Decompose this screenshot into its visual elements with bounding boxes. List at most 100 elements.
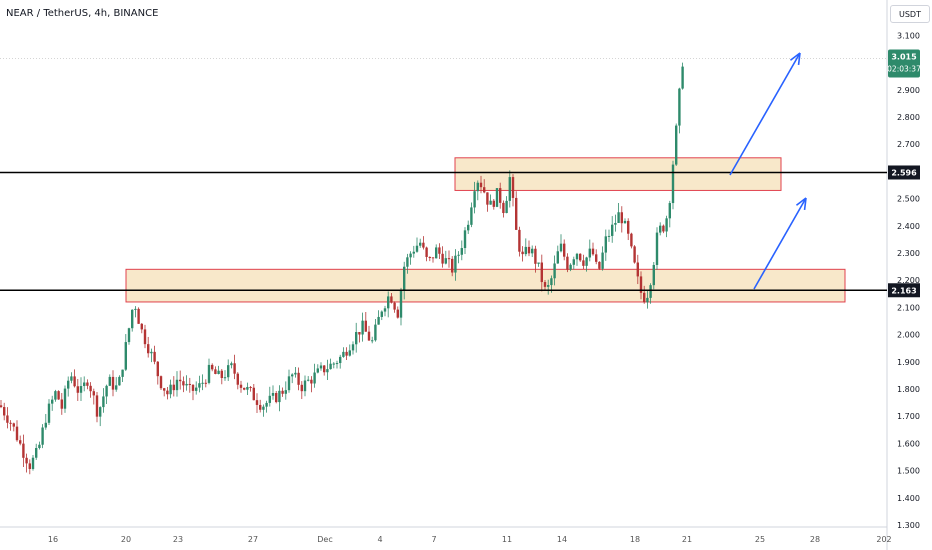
candle-body [268, 395, 271, 403]
candle-body [124, 342, 127, 370]
candle-body [57, 391, 60, 400]
x-tick-label: 7 [431, 535, 436, 544]
candle-body [559, 243, 563, 252]
current-price-badge [888, 49, 920, 78]
candle-body [223, 377, 227, 379]
y-tick-label: 1.400 [897, 494, 920, 503]
candle-body [326, 369, 329, 373]
candle-body [441, 253, 444, 264]
candle-body [303, 380, 307, 392]
candle-body [543, 282, 547, 287]
candle-body [143, 329, 147, 345]
candle-body [300, 384, 303, 392]
candle-body [28, 463, 31, 469]
candle-body [668, 203, 671, 219]
candle-body [399, 290, 403, 318]
candle-body [0, 405, 3, 408]
candle-body [287, 376, 291, 391]
candle-body [547, 285, 550, 287]
x-tick-label: 202 [876, 535, 891, 544]
resistance-zone[interactable] [454, 157, 782, 191]
y-tick-label: 1.500 [897, 467, 920, 476]
candle-body [467, 224, 470, 231]
candle-body [556, 251, 559, 264]
candle-body [108, 376, 111, 386]
candle-body [319, 365, 323, 369]
candle-body [335, 363, 339, 365]
candle-body [438, 247, 441, 254]
candle-body [262, 406, 265, 410]
candle-body [470, 207, 473, 225]
candle-body [675, 125, 678, 165]
candle-body [479, 182, 483, 188]
candle-body [499, 188, 502, 203]
currency-button[interactable]: USDT [890, 5, 930, 23]
candle-body [83, 382, 86, 387]
candle-body [671, 164, 675, 204]
candle-body [31, 457, 35, 469]
candle-body [95, 395, 99, 417]
candle-body [489, 200, 492, 205]
candle-body [111, 376, 115, 390]
candle-body [361, 320, 364, 335]
candle-body [492, 200, 495, 207]
candle-body [278, 390, 281, 403]
candle-body [406, 257, 409, 267]
candle-body [390, 296, 393, 303]
candle-body [201, 382, 204, 384]
candle-body [588, 248, 591, 258]
x-tick-label: 23 [173, 535, 183, 544]
candle-body [179, 379, 182, 382]
y-tick-label: 2.900 [897, 86, 920, 95]
candle-body [409, 253, 412, 258]
candle-body [505, 200, 508, 214]
x-tick-label: 4 [377, 535, 382, 544]
candle-body [636, 262, 639, 277]
y-tick-label: 1.300 [897, 521, 920, 530]
candle-body [236, 373, 239, 385]
candle-body [454, 255, 457, 273]
candle-body [611, 224, 614, 236]
candle-body [60, 399, 63, 409]
candle-body [207, 364, 211, 383]
symbol-title[interactable]: NEAR / TetherUS, 4h, BINANCE [6, 8, 159, 19]
candle-body [137, 308, 140, 324]
candle-body [12, 423, 15, 427]
candle-body [35, 448, 38, 458]
candle-body [639, 276, 643, 293]
candle-body [217, 370, 220, 374]
candle-body [172, 384, 175, 391]
candle-body [316, 368, 319, 373]
candle-body [678, 88, 681, 126]
candle-body [387, 296, 390, 309]
x-tick-label: 20 [121, 535, 131, 544]
projection-arrow-lower[interactable] [753, 197, 807, 290]
candle-body [38, 444, 41, 449]
candle-body [367, 331, 371, 341]
candle-body [41, 427, 44, 445]
candle-body [169, 384, 172, 395]
candle-body [163, 388, 166, 391]
candle-body [537, 262, 540, 264]
candle-body [329, 363, 332, 370]
candle-body [249, 386, 252, 388]
support-zone[interactable] [125, 268, 846, 303]
candle-body [630, 233, 633, 247]
candle-body [275, 392, 278, 403]
countdown-label: 02:03:37 [887, 65, 921, 74]
candle-body [342, 351, 345, 357]
x-tick-label: 27 [248, 535, 258, 544]
projection-arrow-upper[interactable] [729, 52, 801, 176]
candle-body [422, 242, 425, 248]
candle-body [566, 256, 569, 270]
candle-body [425, 247, 428, 257]
candle-body [511, 177, 515, 198]
candle-body [518, 229, 521, 252]
candle-body [649, 285, 652, 298]
candle-body [604, 236, 607, 253]
candle-body [358, 332, 361, 335]
y-tick-label: 2.700 [897, 140, 920, 149]
candle-body [175, 379, 179, 391]
candle-body [153, 351, 156, 362]
